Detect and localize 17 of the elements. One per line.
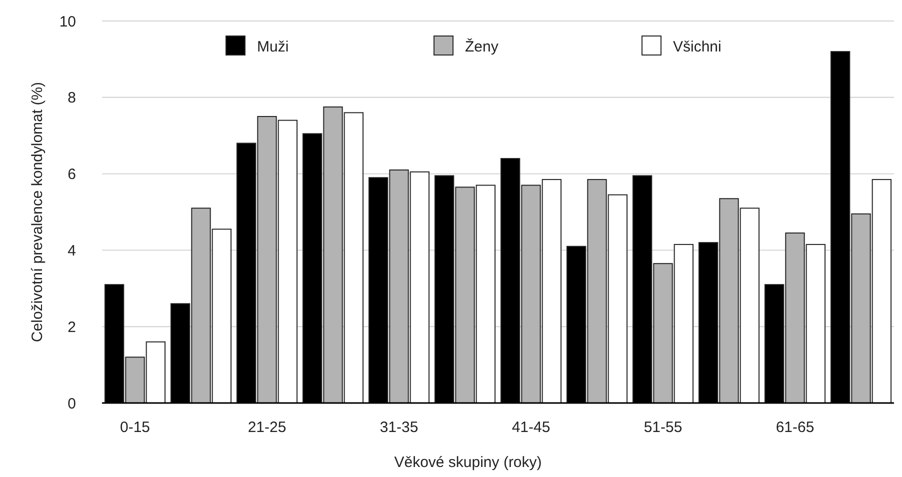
x-tick-label: 31-35 xyxy=(380,419,418,436)
x-tick-label: 61-65 xyxy=(776,419,814,436)
y-tick-label: 4 xyxy=(68,242,76,260)
x-tick-label: 21-25 xyxy=(248,419,286,436)
x-tick-label: 41-45 xyxy=(512,419,550,436)
y-tick-label: 6 xyxy=(68,166,76,184)
y-tick-label: 10 xyxy=(59,13,76,30)
x-axis-title: Věkové skupiny (roky) xyxy=(394,454,542,471)
legend-label: Ženy xyxy=(465,37,499,56)
legend-label: Všichni xyxy=(673,38,722,56)
y-tick-label: 8 xyxy=(68,90,76,107)
y-axis-title: Celoživotní prevalence kondylomat (%) xyxy=(29,82,46,342)
y-tick-label: 2 xyxy=(68,318,76,336)
legend-label: Muži xyxy=(257,38,289,56)
x-tick-label: 51-55 xyxy=(644,419,682,436)
y-tick-label: 0 xyxy=(68,395,76,412)
x-tick-label: 0-15 xyxy=(120,419,150,436)
